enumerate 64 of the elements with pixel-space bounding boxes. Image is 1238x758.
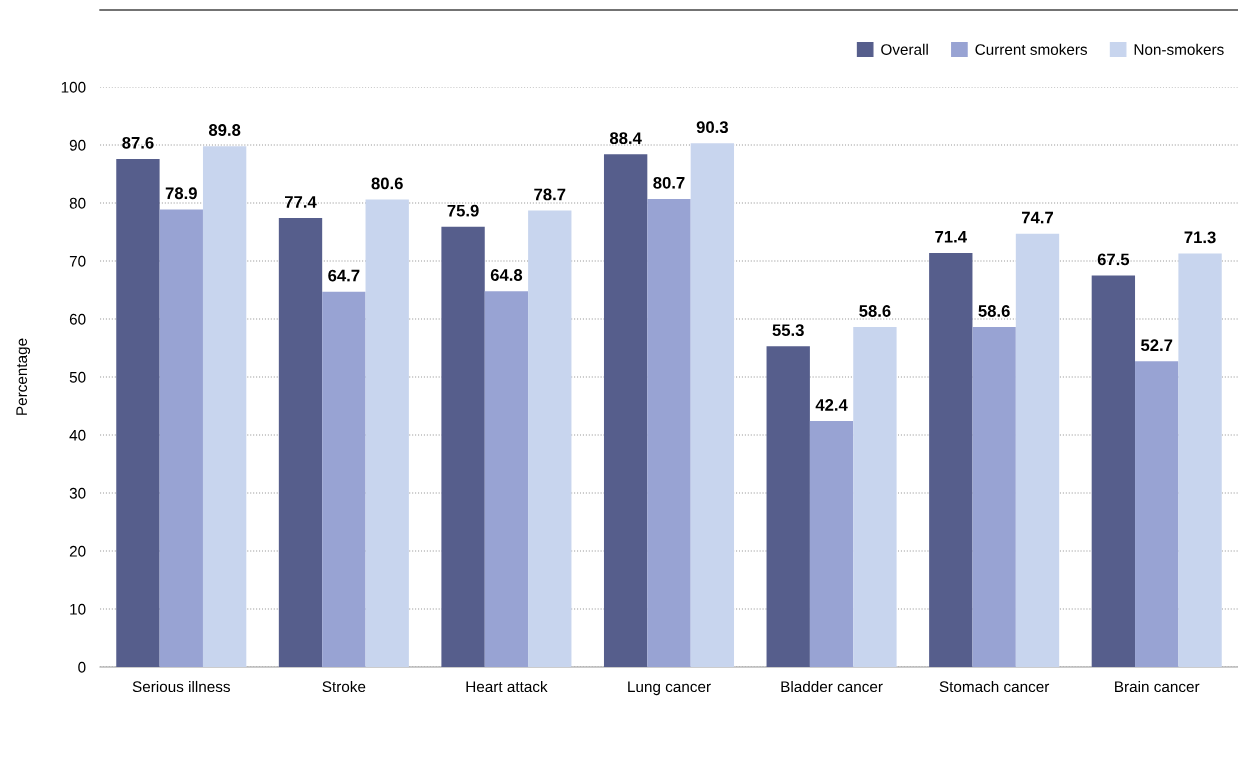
x-tick-label: Heart attack: [466, 680, 548, 693]
data-label: 88.4: [609, 132, 642, 145]
data-label: 64.7: [328, 269, 360, 282]
data-label: 52.7: [1141, 339, 1173, 352]
x-tick-label: Serious illness: [132, 680, 230, 693]
data-label: 80.7: [653, 176, 685, 189]
data-label: 42.4: [815, 399, 848, 411]
legend-label: Non-smokers: [1134, 43, 1224, 55]
data-label: 77.4: [285, 196, 317, 208]
y-tick-label: 20: [69, 545, 86, 557]
data-label: 58.6: [978, 305, 1010, 317]
y-tick-label: 30: [69, 487, 86, 499]
data-label: 55.3: [772, 324, 804, 337]
bar: [1178, 253, 1222, 667]
x-tick-label: Bladder cancer: [781, 680, 883, 693]
bar: [809, 421, 854, 667]
bar: [278, 218, 323, 667]
y-axis-title: Percentage: [16, 338, 31, 415]
data-label: 80.6: [371, 177, 403, 190]
bar: [441, 226, 485, 667]
data-label: 71.3: [1184, 231, 1216, 244]
data-label: 71.4: [935, 231, 967, 243]
data-label: 58.6: [859, 305, 891, 317]
data-label: 90.3: [696, 121, 728, 134]
bar: [1135, 361, 1179, 667]
x-tick-label: Brain cancer: [1115, 680, 1200, 693]
x-tick-label: Stomach cancer: [939, 680, 1050, 693]
data-label: 67.5: [1097, 253, 1130, 266]
x-tick-label: Stroke: [322, 680, 366, 693]
bar: [159, 209, 203, 667]
y-tick-label: 40: [69, 429, 86, 441]
data-label: 87.6: [122, 136, 154, 149]
data-label: 78.9: [165, 187, 197, 200]
bar: [484, 291, 529, 667]
legend-label: Current smokers: [975, 43, 1088, 55]
data-label: 78.7: [534, 188, 566, 201]
y-tick-label: 90: [69, 139, 86, 151]
bar: [929, 252, 973, 667]
y-tick-label: 60: [69, 313, 86, 325]
bar: [647, 198, 691, 667]
legend-label: Overall: [881, 43, 928, 55]
data-label: 64.8: [490, 269, 523, 281]
y-tick-label: 80: [69, 197, 86, 209]
bar: [603, 154, 648, 667]
bar: [690, 143, 735, 667]
bar: [116, 158, 160, 667]
x-tick-label: Lung cancer: [628, 681, 711, 696]
bar: [202, 146, 247, 667]
y-tick-label: 10: [70, 603, 86, 615]
y-tick-label: 0: [78, 661, 86, 673]
bar: [528, 210, 572, 667]
y-tick-label: 100: [61, 81, 86, 93]
y-tick-label: 50: [69, 371, 86, 383]
bar: [322, 291, 366, 667]
bar: [1091, 275, 1136, 667]
bar: [766, 346, 810, 667]
bar: [972, 327, 1016, 667]
data-label: 75.9: [447, 204, 479, 217]
bar: [365, 199, 409, 667]
data-label: 74.7: [1021, 211, 1053, 224]
data-label: 89.8: [208, 124, 241, 136]
bar: [853, 327, 897, 667]
bar: [1015, 233, 1060, 667]
y-tick-label: 70: [69, 255, 86, 267]
